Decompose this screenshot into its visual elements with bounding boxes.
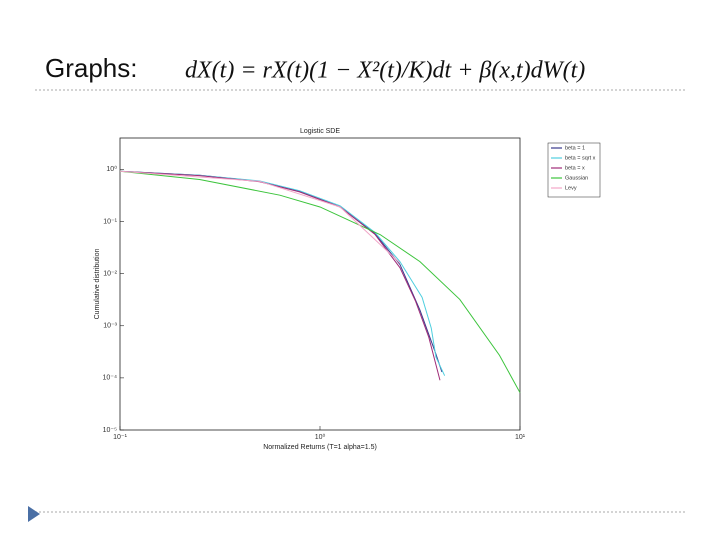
series-line <box>119 170 521 393</box>
y-tick-label: 10⁻⁴ <box>103 375 118 382</box>
legend-label: Levy <box>565 185 577 191</box>
series-line <box>119 170 441 381</box>
plot-area <box>119 137 521 431</box>
series-line <box>119 170 401 264</box>
bullet <box>28 506 40 522</box>
equation: dX(t) = rX(t)(1 − X²(t)/K)dt + β(x,t)dW(… <box>185 58 585 84</box>
legend-label: beta = x <box>565 165 585 171</box>
y-tick-label: 10⁻³ <box>103 323 117 330</box>
x-axis-label: Normalized Returns (T=1 alpha=1.5) <box>263 444 377 451</box>
y-tick-label: 10⁻¹ <box>103 218 117 225</box>
legend-label: beta = sqrt x <box>565 155 596 161</box>
y-tick-label: 10⁻² <box>103 270 117 277</box>
legend-label: beta = 1 <box>565 145 585 151</box>
y-tick-label: 10⁻⁵ <box>103 427 117 434</box>
x-tick-label: 10⁰ <box>315 433 326 441</box>
y-tick-label: 10⁰ <box>106 165 117 173</box>
x-tick-label: 10¹ <box>515 434 526 441</box>
slide-title: Graphs: <box>45 53 138 83</box>
y-axis-label: Cumulative distribution <box>94 248 101 319</box>
chart-title: Logistic SDE <box>300 128 340 135</box>
x-tick-label: 10⁻¹ <box>113 434 127 441</box>
legend-label: Gaussian <box>565 175 588 181</box>
